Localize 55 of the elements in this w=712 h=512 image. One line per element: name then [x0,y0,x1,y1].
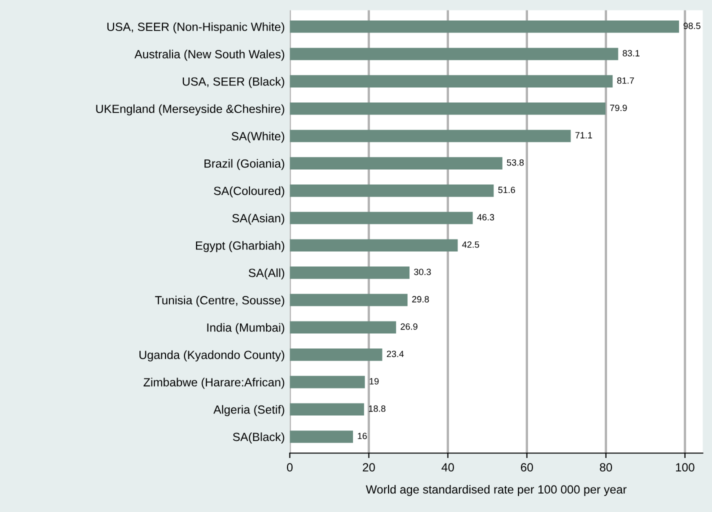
data-label: 79.9 [610,104,627,112]
x-tick-label: 100 [676,463,694,472]
y-tick-label: USA, SEER (Black) [182,77,284,88]
bar [290,75,613,88]
y-tick-label: Australia (New South Wales) [134,50,284,61]
y-tick-label: SA(Black) [232,432,284,444]
data-label: 98.5 [684,22,700,30]
bar [290,403,364,416]
x-tick-label: 80 [600,463,612,472]
data-label: 42.5 [462,241,480,248]
bar [290,184,494,197]
data-label: 53.8 [506,159,524,166]
data-label: 16 [358,432,367,440]
y-tick-label: SA(Coloured) [214,186,284,198]
bar [290,239,458,252]
y-tick-label: SA(All) [248,268,284,280]
bar [290,212,473,224]
bar [290,157,502,170]
bar [290,294,408,306]
bar [290,48,618,60]
x-axis-title: World age standardised rate per 100 000 per year [366,484,627,496]
bar [290,430,354,443]
y-tick-label: Algeria (Setif) [213,405,284,416]
y-tick-label: India (Mumbai) [207,323,284,334]
x-tick-label: 0 [286,463,293,472]
data-label: 71.1 [575,132,592,138]
y-tick-label: Tunisia (Centre, Sousse) [155,296,284,307]
data-label: 26.9 [400,323,418,330]
data-label: 23.4 [386,350,404,358]
y-tick-label: SA(Asian) [232,214,284,225]
data-label: 83.1 [622,50,640,56]
bar [290,321,396,334]
x-tick-label: 60 [520,463,533,472]
data-label: 19 [370,378,379,384]
y-tick-label: SA(White) [232,132,284,143]
y-tick-label: USA, SEER (Non-Hispanic White) [107,22,284,34]
x-tick-label: 20 [362,463,375,472]
bar [290,266,410,279]
data-label: 30.3 [414,268,431,276]
data-label: 18.8 [368,405,386,412]
bar [290,102,606,115]
data-label: 81.7 [617,77,634,84]
data-label: 46.3 [477,214,494,220]
bar [290,130,571,142]
bar [290,348,382,361]
y-tick-label: Brazil (Goiania) [204,159,284,170]
y-tick-label: UKEngland (Merseyside &Cheshire) [96,104,284,116]
data-label: 51.6 [498,186,516,194]
data-label: 29.8 [412,296,429,302]
bar [290,20,680,33]
y-tick-label: Uganda (Kyadondo County) [139,350,284,362]
y-tick-label: Zimbabwe (Harare:African) [144,378,284,389]
y-tick-label: Egypt (Gharbiah) [196,241,284,252]
bar [290,376,365,388]
x-tick-label: 40 [442,463,454,472]
